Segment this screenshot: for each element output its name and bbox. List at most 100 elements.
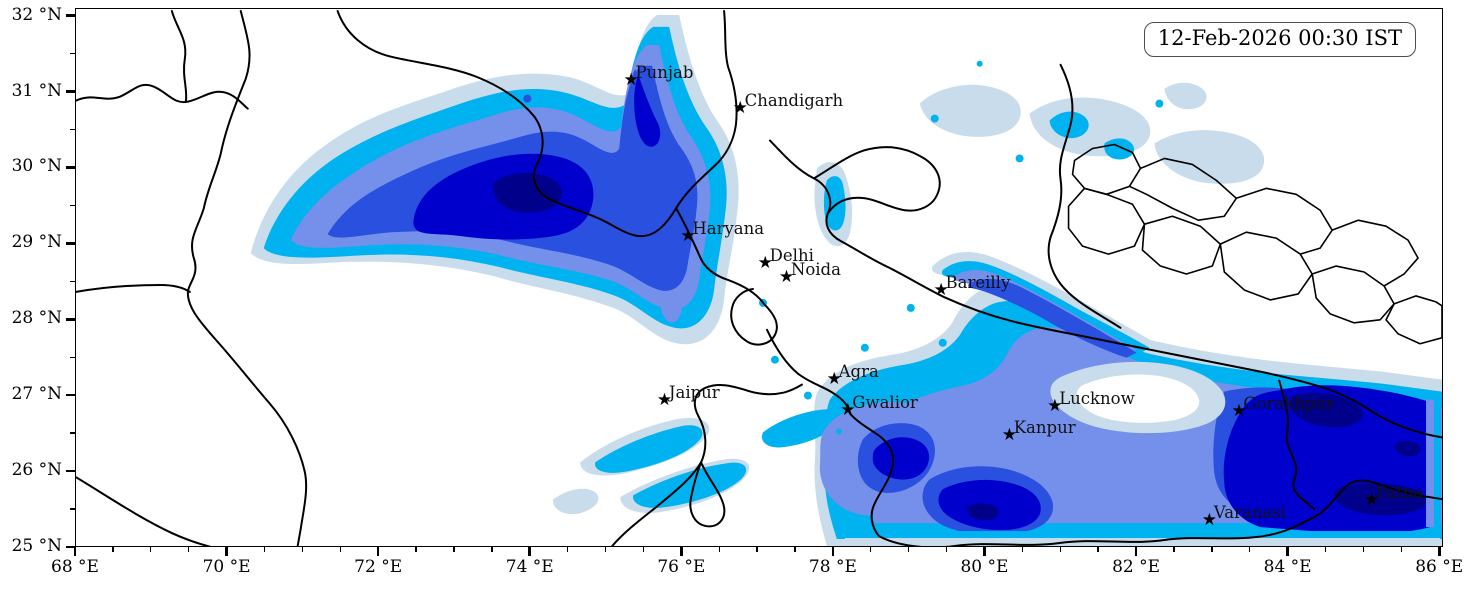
city-label: Patna bbox=[1376, 483, 1424, 503]
city-label: Gwalior bbox=[852, 392, 918, 412]
x-axis-minor-tick bbox=[642, 547, 645, 552]
x-axis-minor-tick bbox=[1211, 547, 1213, 552]
x-axis-tick-label: 86 °E bbox=[1415, 557, 1464, 577]
city-label: Kanpur bbox=[1013, 417, 1076, 437]
x-axis-minor-tick bbox=[150, 547, 152, 552]
y-axis-minor-tick bbox=[70, 508, 75, 510]
y-axis-tick bbox=[66, 14, 75, 17]
x-axis-tick-label: 76 °E bbox=[657, 557, 706, 577]
timestamp-box: 12-Feb-2026 00:30 IST bbox=[1143, 22, 1416, 57]
city-label: Punjab bbox=[635, 62, 694, 82]
nepal-district-lines bbox=[1067, 143, 1442, 345]
y-axis-tick-label: 29 °N bbox=[11, 232, 62, 253]
star-marker-icon: ★ bbox=[656, 390, 673, 410]
fog-scatter-dots bbox=[759, 60, 1164, 435]
city-label: Varanasi bbox=[1213, 502, 1286, 522]
x-axis-tick-label: 74 °E bbox=[505, 557, 554, 577]
y-axis-tick bbox=[66, 317, 75, 321]
y-axis-tick bbox=[66, 545, 75, 549]
y-axis-minor-tick bbox=[70, 280, 75, 282]
city-label: Delhi bbox=[769, 245, 814, 265]
y-axis-tick bbox=[66, 90, 75, 93]
star-marker-icon: ★ bbox=[1047, 396, 1063, 417]
x-axis-tick bbox=[1437, 547, 1441, 556]
x-axis-minor-tick bbox=[453, 547, 455, 552]
x-axis-minor-tick bbox=[907, 547, 910, 552]
x-axis-minor-tick bbox=[1324, 547, 1327, 552]
x-axis-minor-tick bbox=[566, 547, 569, 552]
x-axis-tick-label: 70 °E bbox=[202, 557, 251, 577]
x-axis-minor-tick bbox=[301, 547, 304, 552]
star-marker-icon: ★ bbox=[1001, 424, 1017, 445]
y-axis-tick bbox=[66, 393, 75, 397]
star-marker-icon: ★ bbox=[732, 97, 748, 118]
star-marker-icon: ★ bbox=[1364, 490, 1380, 511]
state-boundary-lines bbox=[76, 9, 1442, 546]
city-label: Agra bbox=[838, 361, 879, 381]
star-marker-icon: ★ bbox=[757, 252, 773, 273]
map-plot-area[interactable]: ★ Punjab ★ Chandigarh ★ Haryana ★ Delhi ★ Noida ★ B… bbox=[75, 8, 1443, 547]
star-marker-icon: ★ bbox=[1201, 509, 1218, 530]
city-label: Chandigarh bbox=[744, 90, 844, 110]
x-axis-minor-tick bbox=[718, 547, 720, 552]
timestamp-text: 12-Feb-2026 00:30 IST bbox=[1157, 26, 1402, 50]
x-axis-tick-label: 68 °E bbox=[51, 557, 99, 577]
city-label: Haryana bbox=[692, 219, 765, 239]
x-axis-minor-tick bbox=[1249, 547, 1251, 552]
x-axis-minor-tick bbox=[1059, 547, 1061, 552]
x-axis-tick-label: 80 °E bbox=[960, 557, 1009, 577]
x-axis-tick bbox=[73, 547, 77, 556]
x-axis-minor-tick bbox=[187, 547, 190, 552]
x-axis-minor-tick bbox=[491, 547, 493, 552]
x-axis-tick-label: 72 °E bbox=[354, 557, 403, 577]
fog-map-canvas bbox=[76, 9, 1442, 546]
x-axis-minor-tick bbox=[756, 547, 758, 552]
x-axis-tick bbox=[225, 547, 228, 556]
y-axis-tick-label: 26 °N bbox=[11, 460, 62, 481]
city-label: Lucknow bbox=[1059, 389, 1135, 409]
x-axis-minor-tick bbox=[870, 547, 872, 552]
y-axis-minor-tick bbox=[70, 432, 75, 434]
star-marker-icon: ★ bbox=[680, 226, 696, 247]
y-axis-minor-tick bbox=[70, 356, 75, 358]
star-marker-icon: ★ bbox=[840, 399, 856, 420]
x-axis-tick bbox=[983, 547, 986, 556]
city-label: Bareilly bbox=[945, 272, 1011, 292]
y-axis-tick-label: 27 °N bbox=[11, 384, 62, 405]
y-axis-minor-tick bbox=[70, 128, 75, 131]
y-axis-tick-label: 31 °N bbox=[11, 80, 62, 101]
star-marker-icon: ★ bbox=[933, 279, 949, 300]
x-axis-tick-label: 82 °E bbox=[1112, 557, 1161, 577]
star-marker-icon: ★ bbox=[623, 69, 639, 90]
x-axis-tick bbox=[831, 547, 835, 556]
x-axis-minor-tick bbox=[1097, 547, 1099, 552]
y-axis-tick bbox=[66, 242, 75, 245]
x-axis-minor-tick bbox=[112, 547, 114, 552]
city-label: Gorakhpur bbox=[1243, 393, 1334, 413]
x-axis-minor-tick bbox=[945, 547, 948, 552]
y-axis-tick-label: 28 °N bbox=[11, 308, 62, 329]
y-axis-minor-tick bbox=[70, 52, 75, 55]
fog-low-hole-lucknow bbox=[1050, 361, 1226, 434]
x-axis-tick bbox=[528, 547, 532, 556]
city-label: Noida bbox=[790, 260, 841, 280]
x-axis-tick bbox=[680, 547, 683, 556]
fog-edge-strips bbox=[844, 393, 1442, 544]
y-axis-tick-label: 25 °N bbox=[11, 536, 62, 556]
x-axis-minor-tick bbox=[263, 547, 266, 552]
x-axis-minor-tick bbox=[604, 547, 607, 552]
y-axis-tick-label: 30 °N bbox=[11, 156, 62, 177]
city-label: Jaipur bbox=[668, 383, 720, 402]
y-axis-minor-tick bbox=[70, 204, 75, 207]
x-axis-tick bbox=[1134, 547, 1138, 556]
x-axis-tick bbox=[376, 547, 380, 556]
y-axis-tick bbox=[66, 166, 75, 169]
star-marker-icon: ★ bbox=[826, 368, 842, 389]
x-axis-minor-tick bbox=[1173, 547, 1175, 552]
star-marker-icon: ★ bbox=[778, 267, 795, 288]
star-marker-icon: ★ bbox=[1231, 400, 1247, 421]
x-axis-minor-tick bbox=[1362, 547, 1365, 552]
x-axis-minor-tick bbox=[1400, 547, 1402, 552]
y-axis-tick-label: 32 °N bbox=[11, 4, 62, 25]
